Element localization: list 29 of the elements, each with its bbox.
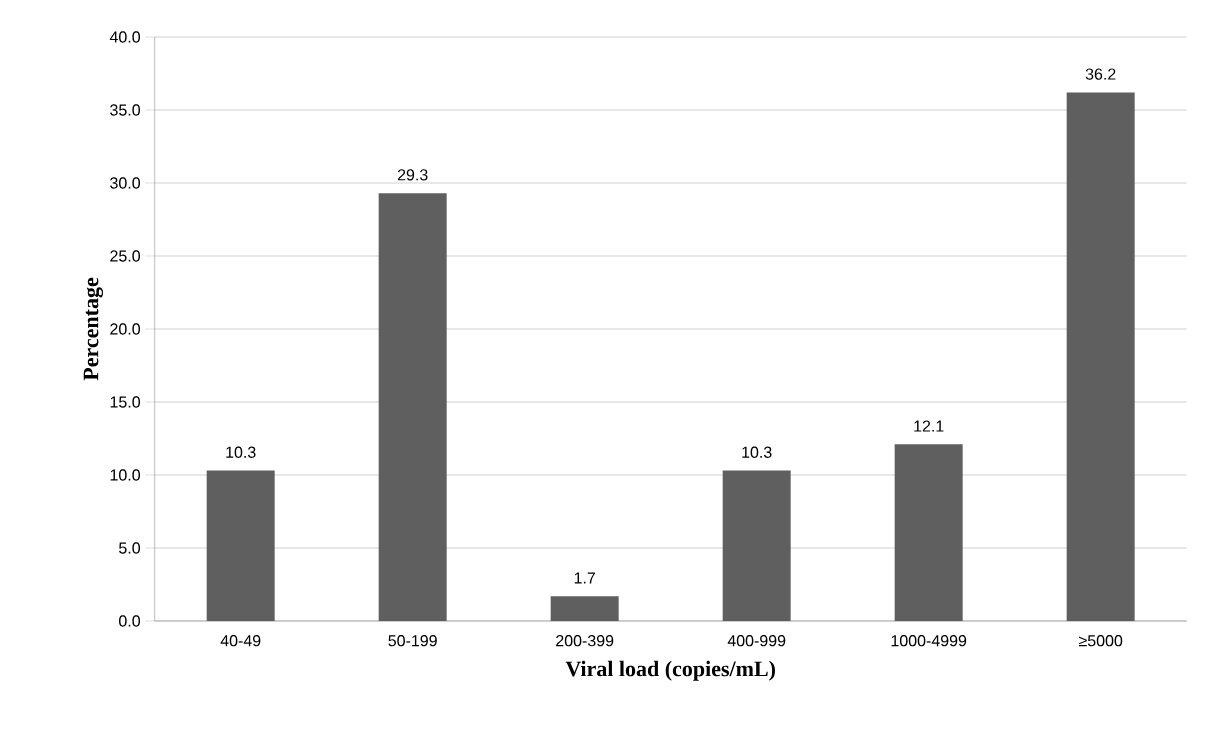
data-label: 12.1	[914, 420, 944, 432]
x-tick-label: 200-399	[556, 635, 614, 647]
bar	[722, 470, 791, 621]
y-tick-label: 30.0	[110, 177, 141, 189]
y-tick-label: 35.0	[110, 104, 141, 116]
y-tick-label: 5.0	[119, 542, 141, 554]
bar	[894, 444, 963, 621]
bar	[1066, 92, 1135, 621]
y-tick-label: 25.0	[110, 250, 141, 262]
data-label: 1.7	[574, 572, 595, 584]
data-label: 10.3	[226, 446, 256, 458]
x-tick-label: ≥5000	[1078, 635, 1123, 647]
bar	[206, 470, 275, 621]
x-tick-label: 1000-4999	[891, 635, 967, 647]
x-tick-label: 40-49	[220, 635, 261, 647]
y-tick-label: 15.0	[110, 396, 141, 408]
data-label: 10.3	[742, 446, 772, 458]
y-tick-label: 10.0	[110, 469, 141, 481]
bar	[550, 596, 619, 621]
y-tick-label: 0.0	[119, 615, 141, 627]
data-label: 29.3	[397, 169, 428, 181]
x-tick-label: 50-199	[388, 635, 437, 647]
y-tick-label: 20.0	[110, 323, 141, 335]
x-axis-title: Viral load (copies/mL)	[565, 660, 775, 681]
x-tick-label: 400-999	[727, 635, 786, 647]
y-tick-label: 40.0	[109, 31, 141, 43]
bar	[378, 193, 447, 621]
y-axis-title: Percentage	[83, 277, 103, 381]
data-label: 36.2	[1085, 68, 1116, 80]
